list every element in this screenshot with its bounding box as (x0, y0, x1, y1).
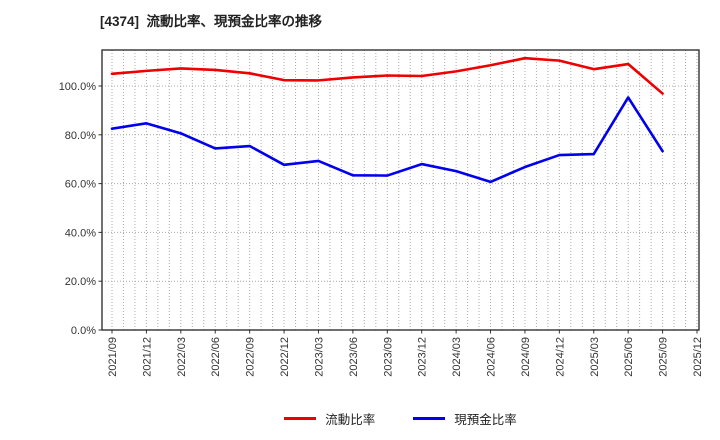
x-tick-label: 2025/06 (623, 337, 635, 377)
chart-title: [4374] 流動比率、現預金比率の推移 (100, 14, 323, 29)
legend-swatch-cash-ratio (413, 416, 446, 420)
plot-border (101, 49, 700, 331)
chart-legend: 流動比率 現預金比率 (102, 405, 699, 431)
chart-plot: 0.0% 20.0% 40.0% 60.0% 80.0% 100.0% 2021/09 202… (59, 49, 704, 377)
x-tick-label: 2022/12 (279, 337, 291, 377)
x-tick-label: 2022/03 (176, 337, 188, 377)
y-tick-label: 60.0% (65, 179, 96, 191)
x-tick-label: 2024/12 (554, 337, 566, 377)
x-tick-label: 2021/09 (107, 337, 119, 377)
legend-item-cash-ratio: 現預金比率 (413, 409, 517, 428)
legend-label-current-ratio: 流動比率 (325, 412, 376, 427)
x-tick-label: 2025/12 (692, 337, 704, 377)
x-tick-label: 2024/06 (486, 337, 498, 377)
x-tick-label: 2024/03 (451, 337, 463, 377)
series-line-0 (110, 56, 664, 95)
y-tick-label: 40.0% (65, 227, 96, 239)
y-tick-label: 100.0% (59, 81, 97, 93)
x-tick-label: 2025/09 (658, 337, 670, 377)
line-chart-canvas: 0.0% 20.0% 40.0% 60.0% 80.0% 100.0% 2021/09 202… (59, 49, 704, 377)
x-tick-label: 2021/12 (141, 337, 153, 377)
x-tick-label: 2023/12 (417, 337, 429, 377)
legend-label-cash-ratio: 現預金比率 (454, 412, 517, 427)
x-tick-label: 2022/06 (210, 337, 222, 377)
x-tick-label: 2023/09 (382, 337, 394, 377)
y-tick-label: 80.0% (65, 130, 96, 142)
x-tick-label: 2024/09 (520, 337, 532, 377)
series-line-1 (110, 96, 664, 184)
x-tick-label: 2022/09 (245, 337, 257, 377)
y-tick-label: 0.0% (71, 325, 96, 337)
legend-swatch-current-ratio (284, 416, 317, 420)
x-tick-label: 2025/03 (589, 337, 601, 377)
x-tick-label: 2023/03 (313, 337, 325, 377)
legend-item-current-ratio: 流動比率 (284, 409, 375, 428)
y-tick-label: 20.0% (65, 276, 96, 288)
x-tick-label: 2023/06 (348, 337, 360, 377)
